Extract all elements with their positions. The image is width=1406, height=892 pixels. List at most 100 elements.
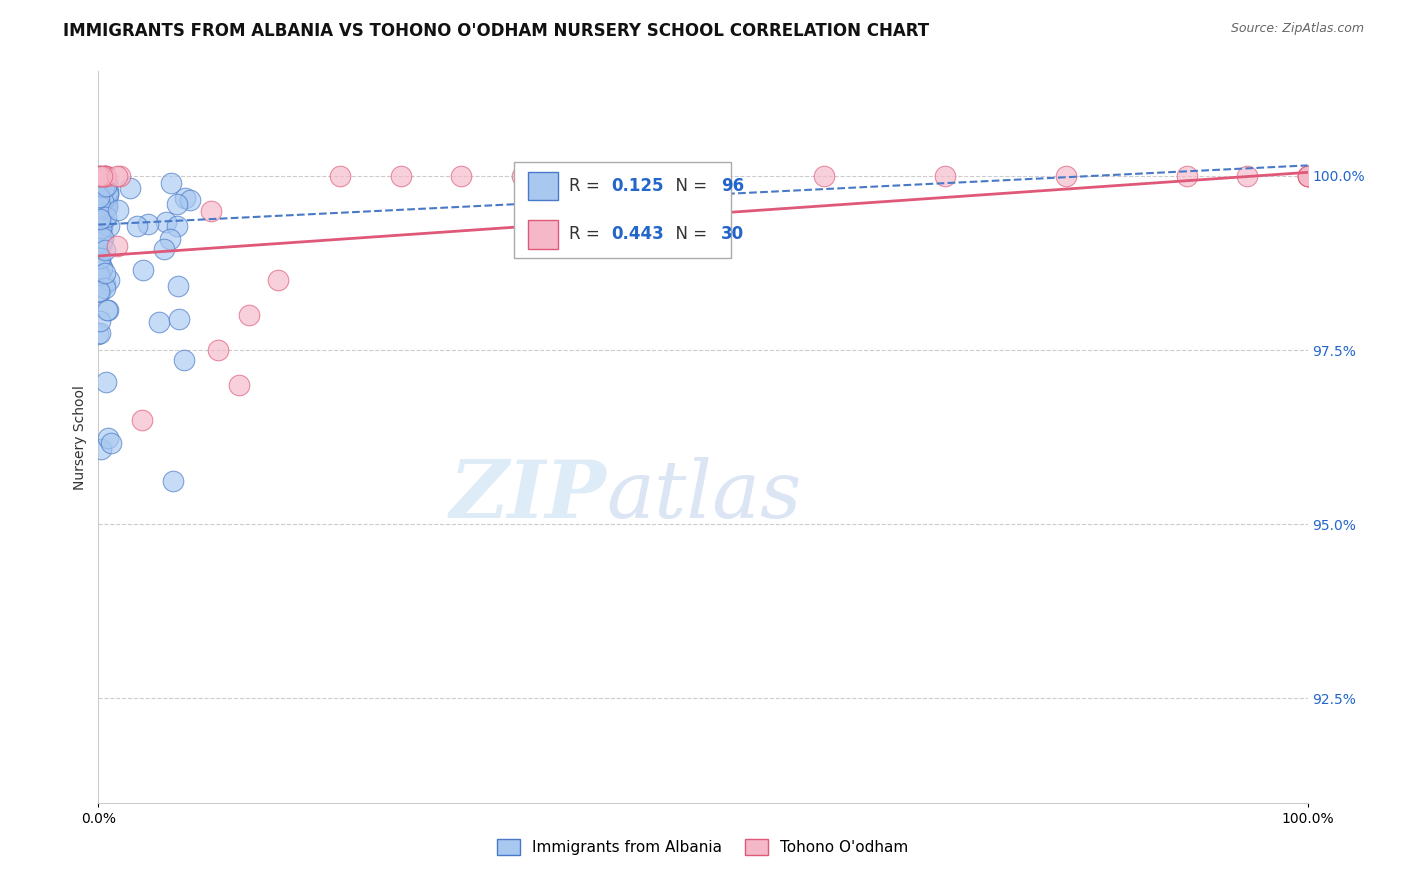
Point <box>94 202 117 216</box>
Point <box>153 242 176 256</box>
Point <box>94 178 117 193</box>
Point <box>98 273 121 287</box>
Point <box>167 278 190 293</box>
Point <box>89 172 111 186</box>
Point <box>93 173 115 187</box>
Point <box>1296 169 1319 183</box>
Point <box>94 266 117 280</box>
Point <box>93 213 115 227</box>
Point <box>1054 169 1077 183</box>
Point <box>87 284 110 298</box>
Text: 96: 96 <box>721 177 744 195</box>
Point <box>89 229 111 244</box>
Point <box>91 231 114 245</box>
Point <box>207 343 229 357</box>
Text: 30: 30 <box>721 225 744 244</box>
Point <box>89 211 111 226</box>
Point <box>87 190 110 204</box>
Point <box>389 169 412 183</box>
Point <box>87 181 110 195</box>
Point <box>93 180 115 194</box>
Point <box>90 169 112 183</box>
Point <box>94 169 117 183</box>
Point <box>89 169 111 183</box>
Point <box>89 179 111 194</box>
Point <box>267 273 290 287</box>
Point <box>91 178 114 192</box>
Point <box>93 179 115 194</box>
Point <box>89 170 111 185</box>
Point <box>94 169 117 183</box>
Text: atlas: atlas <box>606 457 801 534</box>
Point <box>97 186 120 201</box>
Bar <box>527 219 558 249</box>
Point <box>89 199 111 213</box>
Point <box>87 211 110 226</box>
Point <box>87 268 110 282</box>
Text: 0.443: 0.443 <box>612 225 664 244</box>
Point <box>94 375 117 389</box>
Point <box>87 172 110 186</box>
Point <box>96 199 118 213</box>
Point <box>90 177 112 191</box>
Point <box>96 303 118 318</box>
Point <box>90 170 112 185</box>
Point <box>97 184 120 198</box>
Point <box>89 251 111 265</box>
Point <box>173 352 195 367</box>
Point <box>131 412 153 426</box>
Point <box>94 281 117 295</box>
Text: IMMIGRANTS FROM ALBANIA VS TOHONO O'ODHAM NURSERY SCHOOL CORRELATION CHART: IMMIGRANTS FROM ALBANIA VS TOHONO O'ODHA… <box>63 22 929 40</box>
Point <box>93 171 115 186</box>
Point <box>167 311 190 326</box>
Text: N =: N = <box>665 225 713 244</box>
Point <box>94 277 117 292</box>
Point <box>91 221 114 235</box>
Point <box>132 263 155 277</box>
Point <box>89 314 111 328</box>
Text: ZIP: ZIP <box>450 457 606 534</box>
Point <box>89 258 111 272</box>
Point <box>93 194 115 208</box>
Y-axis label: Nursery School: Nursery School <box>73 384 87 490</box>
Point <box>238 308 260 322</box>
Point <box>87 202 110 217</box>
Text: 0.125: 0.125 <box>612 177 664 195</box>
Point <box>89 186 111 201</box>
Point <box>110 169 132 183</box>
Point <box>107 202 129 217</box>
Point <box>166 219 188 233</box>
Point <box>91 235 114 250</box>
Point <box>90 211 112 225</box>
Point <box>159 231 181 245</box>
Point <box>97 187 120 202</box>
Point <box>90 217 112 231</box>
Text: R =: R = <box>569 177 606 195</box>
Point <box>166 196 188 211</box>
Point <box>125 219 148 234</box>
Point <box>934 169 956 183</box>
Point <box>148 314 170 328</box>
Point <box>93 184 115 198</box>
Point <box>87 327 110 342</box>
Point <box>105 238 128 252</box>
Point <box>1296 169 1319 183</box>
Point <box>97 431 120 445</box>
FancyBboxPatch shape <box>513 162 731 258</box>
Point <box>1296 169 1319 183</box>
Point <box>1236 169 1258 183</box>
Point <box>162 475 184 489</box>
Point <box>174 191 197 205</box>
Point <box>118 180 141 194</box>
Point <box>91 260 114 275</box>
Point <box>97 302 120 317</box>
Point <box>98 219 121 233</box>
Point <box>96 186 118 201</box>
Point <box>94 169 117 183</box>
Point <box>89 253 111 268</box>
Point <box>96 177 118 191</box>
Bar <box>527 171 558 201</box>
Point <box>90 170 112 185</box>
Text: N =: N = <box>665 177 713 195</box>
Point <box>813 169 835 183</box>
